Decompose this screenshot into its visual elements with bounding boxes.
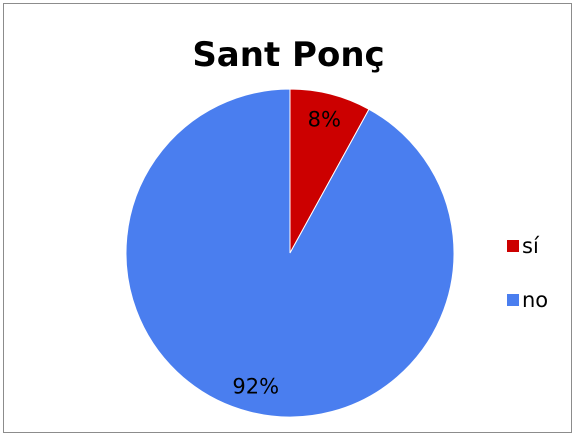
legend-label-no: no (522, 287, 549, 312)
slice-label-si: 8% (308, 107, 341, 131)
legend-item-no: no (507, 286, 569, 313)
legend: sí no (507, 232, 569, 340)
legend-label-si: sí (522, 233, 539, 258)
chart-title: Sant Ponç (192, 35, 385, 75)
slice-label-no: 92% (232, 375, 279, 399)
pie-slice-no (125, 88, 455, 418)
legend-swatch-si (507, 239, 519, 252)
legend-swatch-no (507, 293, 519, 306)
legend-item-si: sí (507, 232, 569, 259)
